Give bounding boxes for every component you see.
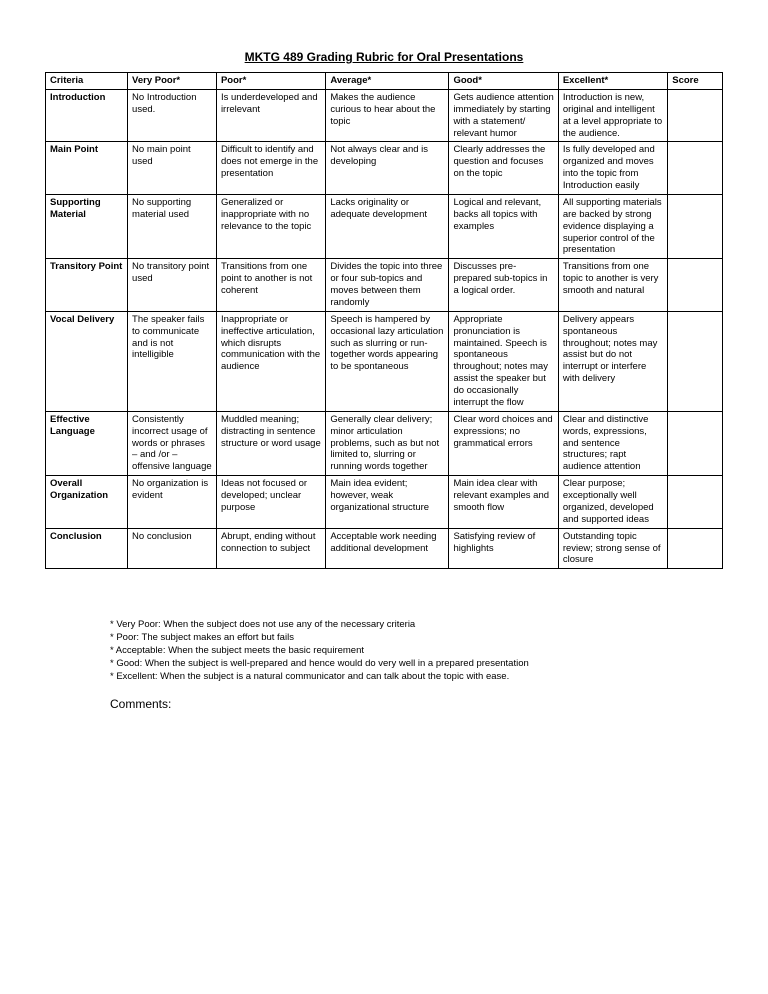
table-row: Transitory PointNo transitory point used… (46, 259, 723, 312)
cell-score (668, 259, 723, 312)
legend-line: * Excellent: When the subject is a natur… (110, 671, 723, 684)
cell-excellent: Delivery appears spontaneous throughout;… (558, 311, 667, 411)
cell-poor: Abrupt, ending without connection to sub… (216, 528, 325, 569)
cell-score (668, 194, 723, 258)
col-excellent: Excellent* (558, 73, 667, 90)
cell-average: Divides the topic into three or four sub… (326, 259, 449, 312)
cell-excellent: Is fully developed and organized and mov… (558, 142, 667, 195)
table-row: Vocal DeliveryThe speaker fails to commu… (46, 311, 723, 411)
cell-very-poor: Consistently incorrect usage of words or… (128, 411, 217, 475)
legend-line: * Acceptable: When the subject meets the… (110, 645, 723, 658)
cell-good: Clearly addresses the question and focus… (449, 142, 558, 195)
cell-poor: Transitions from one point to another is… (216, 259, 325, 312)
cell-score (668, 528, 723, 569)
cell-score (668, 142, 723, 195)
cell-score (668, 89, 723, 142)
cell-criteria: Effective Language (46, 411, 128, 475)
cell-average: Main idea evident; however, weak organiz… (326, 476, 449, 529)
cell-average: Not always clear and is developing (326, 142, 449, 195)
cell-average: Lacks originality or adequate developmen… (326, 194, 449, 258)
cell-score (668, 411, 723, 475)
cell-very-poor: The speaker fails to communicate and is … (128, 311, 217, 411)
table-row: IntroductionNo Introduction used.Is unde… (46, 89, 723, 142)
cell-criteria: Supporting Material (46, 194, 128, 258)
cell-very-poor: No Introduction used. (128, 89, 217, 142)
cell-good: Gets audience attention immediately by s… (449, 89, 558, 142)
cell-excellent: Clear and distinctive words, expressions… (558, 411, 667, 475)
table-row: Main PointNo main point usedDifficult to… (46, 142, 723, 195)
cell-poor: Generalized or inappropriate with no rel… (216, 194, 325, 258)
cell-average: Generally clear delivery; minor articula… (326, 411, 449, 475)
cell-criteria: Conclusion (46, 528, 128, 569)
cell-criteria: Overall Organization (46, 476, 128, 529)
cell-very-poor: No main point used (128, 142, 217, 195)
cell-excellent: Transitions from one topic to another is… (558, 259, 667, 312)
cell-good: Appropriate pronunciation is maintained.… (449, 311, 558, 411)
cell-good: Discusses pre-prepared sub-topics in a l… (449, 259, 558, 312)
cell-good: Satisfying review of highlights (449, 528, 558, 569)
cell-average: Makes the audience curious to hear about… (326, 89, 449, 142)
cell-poor: Muddled meaning; distracting in sentence… (216, 411, 325, 475)
cell-poor: Is underdeveloped and irrelevant (216, 89, 325, 142)
cell-excellent: Clear purpose; exceptionally well organi… (558, 476, 667, 529)
cell-very-poor: No organization is evident (128, 476, 217, 529)
cell-criteria: Main Point (46, 142, 128, 195)
cell-excellent: Introduction is new, original and intell… (558, 89, 667, 142)
cell-very-poor: No conclusion (128, 528, 217, 569)
cell-criteria: Vocal Delivery (46, 311, 128, 411)
cell-poor: Ideas not focused or developed; unclear … (216, 476, 325, 529)
comments-label: Comments: (110, 697, 723, 711)
legend: * Very Poor: When the subject does not u… (110, 619, 723, 683)
cell-poor: Inappropriate or ineffective articulatio… (216, 311, 325, 411)
table-row: Supporting MaterialNo supporting materia… (46, 194, 723, 258)
rubric-table: Criteria Very Poor* Poor* Average* Good*… (45, 72, 723, 569)
table-row: Overall OrganizationNo organization is e… (46, 476, 723, 529)
page-title: MKTG 489 Grading Rubric for Oral Present… (45, 50, 723, 64)
cell-very-poor: No transitory point used (128, 259, 217, 312)
table-row: ConclusionNo conclusionAbrupt, ending wi… (46, 528, 723, 569)
cell-good: Main idea clear with relevant examples a… (449, 476, 558, 529)
col-good: Good* (449, 73, 558, 90)
cell-criteria: Introduction (46, 89, 128, 142)
cell-score (668, 311, 723, 411)
cell-average: Speech is hampered by occasional lazy ar… (326, 311, 449, 411)
col-criteria: Criteria (46, 73, 128, 90)
col-average: Average* (326, 73, 449, 90)
cell-excellent: All supporting materials are backed by s… (558, 194, 667, 258)
cell-score (668, 476, 723, 529)
table-row: Effective LanguageConsistently incorrect… (46, 411, 723, 475)
legend-line: * Very Poor: When the subject does not u… (110, 619, 723, 632)
cell-poor: Difficult to identify and does not emerg… (216, 142, 325, 195)
cell-very-poor: No supporting material used (128, 194, 217, 258)
cell-good: Clear word choices and expressions; no g… (449, 411, 558, 475)
cell-good: Logical and relevant, backs all topics w… (449, 194, 558, 258)
legend-line: * Good: When the subject is well-prepare… (110, 658, 723, 671)
table-header-row: Criteria Very Poor* Poor* Average* Good*… (46, 73, 723, 90)
col-score: Score (668, 73, 723, 90)
col-very-poor: Very Poor* (128, 73, 217, 90)
cell-average: Acceptable work needing additional devel… (326, 528, 449, 569)
legend-line: * Poor: The subject makes an effort but … (110, 632, 723, 645)
cell-excellent: Outstanding topic review; strong sense o… (558, 528, 667, 569)
col-poor: Poor* (216, 73, 325, 90)
cell-criteria: Transitory Point (46, 259, 128, 312)
